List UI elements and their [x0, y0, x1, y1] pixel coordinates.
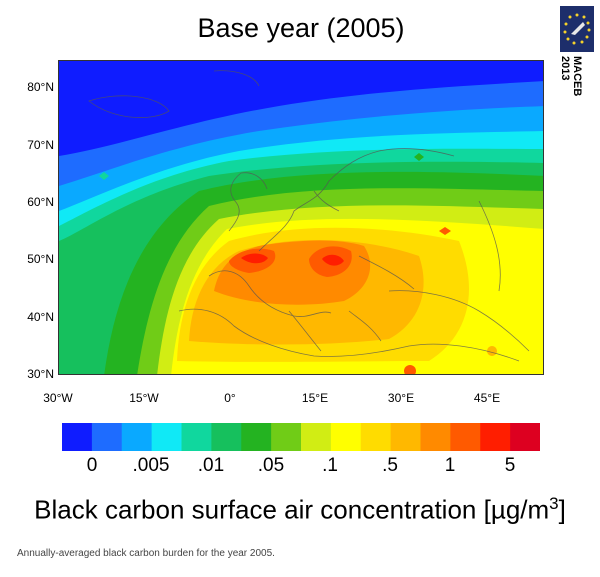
colorbar-swatch: [181, 423, 212, 451]
colorbar-swatch: [62, 423, 93, 451]
colorbar-tick-0: 0: [86, 455, 98, 476]
map-panel: [58, 60, 544, 375]
colorbar-tick-5: .5: [382, 455, 398, 476]
lon-label-0: 0°: [224, 391, 236, 405]
badge-label: MACEB 2013: [556, 56, 600, 102]
colorbar-swatch: [450, 423, 481, 451]
colorbar-tick-5b: 5: [504, 455, 516, 476]
badge-name: MACEB: [571, 56, 583, 97]
colorbar-swatch: [151, 423, 183, 451]
colorbar-swatch: [211, 423, 242, 451]
lat-label-70n: 70°N: [27, 138, 54, 152]
colorbar-swatch: [121, 423, 153, 451]
lat-label-40n: 40°N: [27, 310, 54, 324]
colorbar-swatch: [390, 423, 422, 451]
colorbar-label: Black carbon surface air concentration […: [34, 494, 566, 525]
lat-label-80n: 80°N: [27, 80, 54, 94]
colorbar-swatch: [91, 423, 123, 451]
colorbar-swatch: [420, 423, 451, 451]
badge-year: 2013: [559, 56, 571, 81]
lon-label-30w: 30°W: [43, 391, 73, 405]
figure-caption: Annually-averaged black carbon burden fo…: [17, 548, 275, 559]
lat-label-30n: 30°N: [27, 367, 54, 381]
colorbar-tick-1b: 1: [444, 455, 456, 476]
colorbar-tick-01: .01: [197, 455, 225, 476]
lon-label-45e: 45°E: [473, 391, 501, 405]
colorbar-swatch: [330, 423, 362, 451]
lat-label-60n: 60°N: [27, 195, 54, 209]
colorbar: [62, 423, 540, 451]
colorbar-swatch: [301, 423, 332, 451]
colorbar-swatch: [480, 423, 511, 451]
colorbar-swatch: [360, 423, 392, 451]
colorbar-tick-005: .005: [132, 455, 170, 476]
lon-label-15e: 15°E: [301, 391, 329, 405]
colorbar-swatch: [510, 423, 540, 451]
map-title: Base year (2005): [197, 13, 405, 43]
lon-label-15w: 15°W: [129, 391, 159, 405]
maceb-logo-icon: [560, 6, 594, 52]
lon-label-30e: 30°E: [387, 391, 415, 405]
lat-label-50n: 50°N: [27, 252, 54, 266]
colorbar-tick-05: .05: [257, 455, 285, 476]
colorbar-swatch: [271, 423, 302, 451]
concentration-map: [59, 61, 543, 374]
colorbar-swatch: [241, 423, 272, 451]
colorbar-tick-1: .1: [322, 455, 338, 476]
